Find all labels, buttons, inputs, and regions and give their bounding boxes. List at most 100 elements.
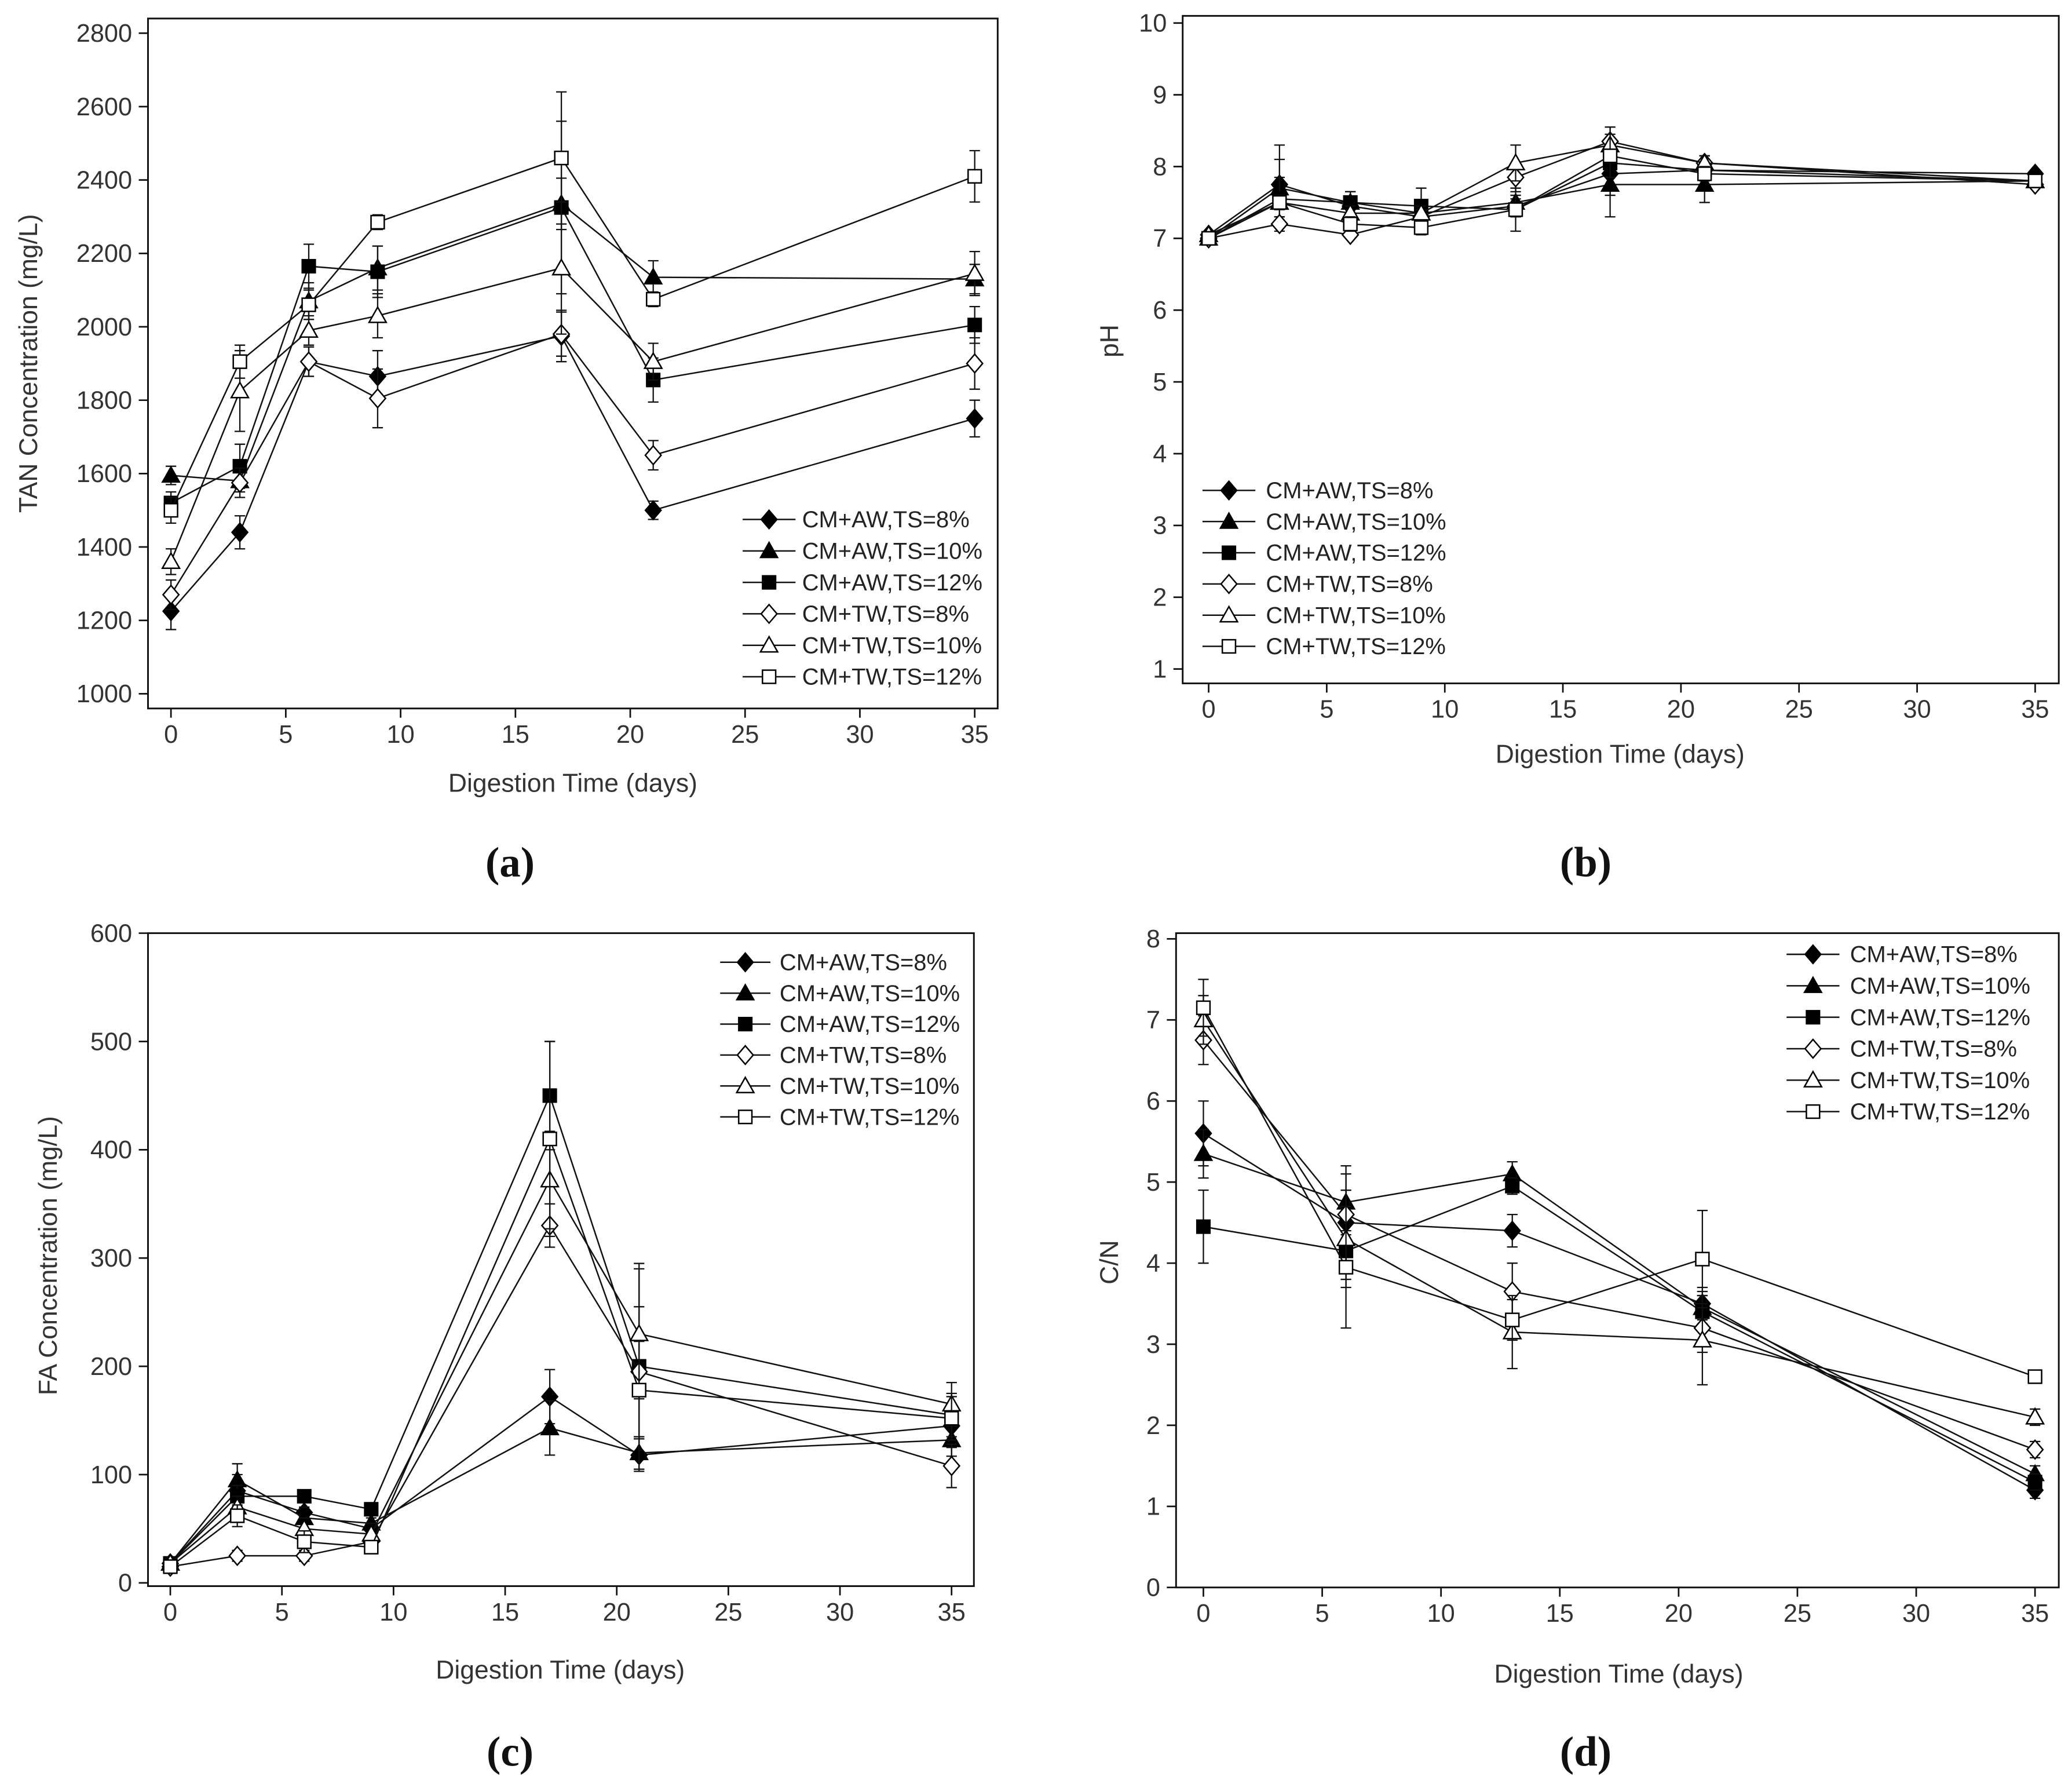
panel-d-series-1-marker [1503, 1220, 1521, 1241]
panel-c-y-tick-label: 300 [90, 1245, 132, 1272]
panel-b-label: (b) [1560, 838, 1611, 885]
panel-b-y-tick-label: 6 [1153, 297, 1167, 324]
panel-c-x-tick-label: 35 [938, 1599, 966, 1626]
panel-c-series-6-marker [364, 1539, 379, 1555]
panel-a-series-2-marker [643, 267, 663, 285]
panel-a-y-tick-label: 1000 [76, 680, 132, 708]
panel-d-x-tick-label: 15 [1546, 1600, 1574, 1628]
panel-b-series-5-marker [1505, 152, 1526, 170]
panel-a-y-axis-label: TAN Concentration (mg/L) [14, 214, 43, 513]
panel-a-series-6-marker [232, 354, 247, 369]
panel-a-legend-text-4: CM+TW,TS=8% [802, 601, 969, 627]
panel-a-series-4-marker [966, 353, 984, 374]
panel-a-series-4-marker [368, 388, 387, 409]
panel-b-legend-marker-5 [1219, 605, 1239, 623]
panel-a-legend-text-2: CM+AW,TS=10% [802, 539, 982, 564]
panel-c-x-tick-label: 25 [714, 1599, 742, 1626]
panel-d-y-tick-label: 3 [1146, 1331, 1160, 1359]
panel-a-series-4-marker [231, 472, 249, 494]
panel-b-series-6 [1201, 133, 2043, 246]
panel-c-legend-marker-4 [736, 1044, 754, 1066]
panel-b-legend-text-2: CM+AW,TS=10% [1266, 509, 1446, 535]
panel-c-legend-marker-6 [737, 1109, 753, 1125]
panel-d-legend-marker-1 [1804, 944, 1822, 965]
panel-c-y-axis-label: FA Concentration (mg/L) [34, 1116, 63, 1395]
panel-c-legend-entry-3: CM+AW,TS=12% [720, 1012, 960, 1037]
panel-d-x-tick-label: 10 [1427, 1600, 1455, 1628]
panel-b-legend-text-5: CM+TW,TS=10% [1266, 603, 1445, 628]
panel-c-series-6-marker [229, 1508, 245, 1523]
panel-d-x-tick-label: 5 [1315, 1600, 1329, 1628]
panel-c-y-tick-label: 200 [90, 1353, 132, 1381]
panel-d-x-tick-label: 35 [2021, 1600, 2049, 1628]
panel-a-x-tick-label: 10 [386, 721, 414, 749]
panel-c-x-tick-label: 5 [275, 1599, 289, 1626]
panel-d-legend-entry-1: CM+AW,TS=8% [1786, 942, 2018, 968]
panel-d-y-tick-label: 4 [1146, 1250, 1160, 1278]
panel-d-series-6-marker [1196, 1000, 1211, 1015]
panel-c-series-3-marker [297, 1489, 312, 1504]
panel-a-series-5-marker [551, 258, 572, 276]
panel-a-x-tick-label: 15 [502, 721, 529, 749]
panel-b-legend-marker-1 [1220, 480, 1238, 501]
panel-a-series-3-marker [967, 318, 982, 333]
panel-d-series-5-marker [2025, 1407, 2045, 1425]
panel-b-y-tick-label: 10 [1139, 10, 1167, 38]
panel-a-legend-entry-6: CM+TW,TS=12% [743, 665, 982, 690]
panel-d-series-6-marker [1695, 1252, 1710, 1267]
panel-c-series-5-marker [629, 1323, 649, 1341]
panel-a-series-4-marker [162, 584, 180, 605]
panel-d-series-6-marker [1505, 1312, 1520, 1327]
panel-b-y-tick-label: 9 [1153, 81, 1167, 109]
panel-c-legend: CM+AW,TS=8% CM+AW,TS=10% CM+AW,TS=12% CM+TW… [720, 950, 960, 1130]
panel-a-y-tick-label: 1400 [76, 534, 132, 561]
panel-a-series-5-marker [367, 305, 388, 323]
panel-c-legend-text-6: CM+TW,TS=12% [780, 1104, 959, 1130]
panel-c-series-6-marker [542, 1131, 557, 1147]
panel-a-y-tick-label: 2400 [76, 166, 132, 194]
panel-d-x-tick-label: 25 [1784, 1600, 1811, 1628]
panel-c-x-tick-label: 30 [826, 1599, 854, 1626]
panel-b-series-6-marker [1343, 216, 1358, 232]
panel-d-legend: CM+AW,TS=8% CM+AW,TS=10% CM+AW,TS=12% CM+TW… [1786, 942, 2030, 1125]
panel-d-legend-entry-4: CM+TW,TS=8% [1786, 1037, 2017, 1062]
panel-a-y-tick-label: 2000 [76, 313, 132, 341]
panel-d-y-tick-label: 2 [1146, 1412, 1160, 1440]
panel-d-legend-text-5: CM+TW,TS=10% [1850, 1068, 2030, 1093]
panel-c-plot-frame [147, 932, 975, 1587]
panel-b-legend-entry-5: CM+TW,TS=10% [1202, 603, 1446, 628]
panel-a-series-1-marker [966, 408, 984, 429]
panel-a-legend-entry-3: CM+AW,TS=12% [743, 570, 982, 596]
panel-c-series-2-marker [540, 1418, 560, 1436]
panel-c-legend-text-4: CM+TW,TS=8% [780, 1043, 947, 1068]
panel-b-x-tick-label: 0 [1202, 696, 1216, 724]
panel-c-series-6-marker [297, 1534, 312, 1549]
panel-a-legend-marker-1 [760, 509, 778, 530]
panel-b-y-tick-label: 5 [1153, 369, 1167, 396]
panel-d-legend-text-6: CM+TW,TS=12% [1850, 1099, 2030, 1125]
panel-b-legend-marker-2 [1219, 512, 1239, 529]
panel-c-series-4-marker [942, 1455, 961, 1476]
panel-a-y-tick-label: 2600 [76, 93, 132, 121]
panel-b-x-axis-label: Digestion Time (days) [1496, 740, 1745, 768]
panel-a-legend: CM+AW,TS=8% CM+AW,TS=10% CM+AW,TS=12% CM+TW… [743, 507, 982, 690]
panel-d-x-axis-label: Digestion Time (days) [1494, 1660, 1744, 1688]
panel-c-legend-text-2: CM+AW,TS=10% [780, 981, 960, 1006]
panel-b-y-tick-label: 8 [1153, 153, 1167, 181]
panel-c-series-4-marker [228, 1545, 246, 1567]
panel-b-x-tick-label: 20 [1667, 696, 1695, 724]
panel-d-y-tick-label: 5 [1146, 1169, 1160, 1196]
panel-b-series-6-line [1208, 155, 2036, 239]
panel-c-legend-marker-2 [735, 983, 755, 1001]
panel-d-legend-text-3: CM+AW,TS=12% [1850, 1005, 2030, 1030]
panel-a-x-tick-label: 30 [846, 721, 874, 749]
panel-b-legend: CM+AW,TS=8% CM+AW,TS=10% CM+AW,TS=12% CM+TW… [1202, 478, 1446, 659]
panel-d-series-2-marker [1193, 1144, 1214, 1161]
panel-a-series-6-marker [370, 214, 385, 230]
panel-a-legend-entry-2: CM+AW,TS=10% [743, 539, 982, 564]
panel-b-chart: Digestion Time (days) pH (b) 0 5 10 15 20 25 3… [1095, 10, 2060, 885]
panel-b-legend-text-6: CM+TW,TS=12% [1266, 634, 1445, 659]
panel-a-series-6-marker [163, 503, 178, 518]
panel-b-series-3-line [1208, 162, 2036, 239]
